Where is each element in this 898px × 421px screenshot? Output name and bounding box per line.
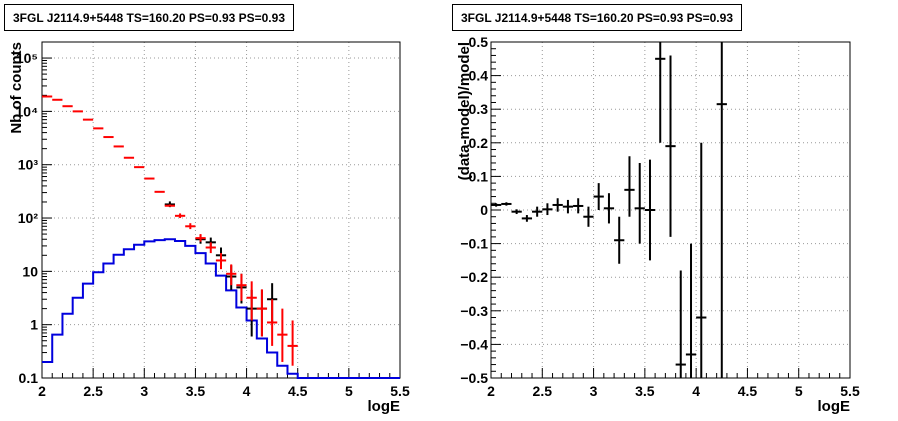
right-y-tick-label: 0.5: [469, 34, 489, 50]
left-model-point: [164, 204, 175, 207]
right-residual-point: [542, 203, 553, 216]
left-model-point: [185, 223, 196, 230]
left-y-tick-label: 1: [30, 317, 38, 333]
left-model-point: [256, 289, 268, 337]
left-y-tick-label: 10²: [18, 210, 39, 226]
right-y-tick-label: −0.2: [460, 269, 488, 285]
right-x-axis-label: logE: [818, 398, 851, 415]
left-model-point: [246, 281, 257, 321]
right-residual-point: [716, 42, 727, 378]
left-x-tick-label: 2: [38, 383, 46, 399]
right-y-tick-label: −0.4: [460, 336, 488, 352]
right-residual-point: [624, 156, 635, 217]
left-x-tick-label: 5: [345, 383, 353, 399]
left-x-tick-label: 3: [140, 383, 148, 399]
right-residual-point: [696, 142, 707, 378]
left-x-tick-label: 4.5: [288, 383, 308, 399]
left-model-point: [267, 299, 278, 346]
right-x-tick-label: 2.5: [533, 383, 553, 399]
left-y-tick-label: 10⁴: [16, 103, 39, 119]
right-y-tick-label: −0.3: [460, 303, 488, 319]
left-y-axis-label: Nb of counts: [8, 42, 25, 134]
right-residual-point: [675, 270, 686, 378]
left-y-tick-label: 10⁵: [16, 50, 38, 66]
right-x-tick-label: 3.5: [635, 383, 655, 399]
right-x-tick-label: 4: [692, 383, 700, 399]
left-plot-frame: [41, 41, 401, 379]
right-x-tick-label: 5: [795, 383, 803, 399]
right-y-tick-label: 0.1: [469, 168, 489, 184]
right-x-tick-label: 3: [590, 383, 598, 399]
left-model-point: [226, 264, 237, 286]
right-chart-title: 3FGL J2114.9+5448 TS=160.20 PS=0.93 PS=0…: [452, 4, 742, 31]
right-residual-point: [634, 162, 645, 244]
right-residual-point: [491, 203, 502, 207]
left-chart-title: 3FGL J2114.9+5448 TS=160.20 PS=0.93 PS=0…: [4, 4, 294, 31]
left-x-axis-label: logE: [368, 398, 401, 415]
left-x-tick-label: 2.5: [83, 383, 103, 399]
left-model-point: [287, 320, 298, 366]
right-residual-point: [655, 42, 666, 143]
left-model-point: [195, 234, 206, 242]
left-x-tick-label: 5.5: [390, 383, 410, 399]
left-y-tick-label: 0.1: [19, 370, 39, 386]
left-model-point: [277, 308, 288, 362]
right-x-tick-label: 2: [487, 383, 495, 399]
left-model-point: [174, 213, 186, 219]
right-y-tick-label: 0.4: [469, 68, 489, 84]
right-residual-point: [603, 193, 615, 224]
right-x-tick-label: 4.5: [738, 383, 758, 399]
right-y-tick-label: 0: [480, 202, 488, 218]
left-x-tick-label: 4: [243, 383, 251, 399]
right-residual-point: [644, 159, 656, 261]
right-residual-point: [685, 243, 697, 378]
right-residual-point: [552, 198, 563, 212]
right-residual-point: [593, 183, 604, 210]
right-residual-point: [614, 216, 625, 264]
right-residual-point: [665, 55, 676, 237]
left-model-point: [236, 273, 247, 301]
right-y-tick-label: −0.1: [460, 236, 488, 252]
left-y-tick-label: 10: [22, 263, 38, 279]
right-residual-point: [573, 198, 584, 214]
right-residual-point: [583, 206, 594, 227]
right-residual-point: [562, 199, 574, 214]
left-x-tick-label: 3.5: [186, 383, 206, 399]
left-model-point: [215, 253, 227, 270]
right-y-tick-label: 0.2: [469, 135, 489, 151]
right-y-axis-label: (data-model)/model: [456, 42, 473, 180]
left-y-tick-label: 10³: [18, 157, 39, 173]
right-residual-point: [521, 215, 533, 222]
right-y-tick-label: −0.5: [460, 370, 488, 386]
right-x-tick-label: 5.5: [840, 383, 860, 399]
left-source-histogram: [42, 238, 400, 379]
left-model-point: [205, 242, 216, 254]
right-residual-point: [532, 206, 543, 217]
right-residual-point: [501, 202, 512, 206]
right-y-tick-label: 0.3: [469, 101, 489, 117]
right-residual-point: [511, 209, 522, 215]
